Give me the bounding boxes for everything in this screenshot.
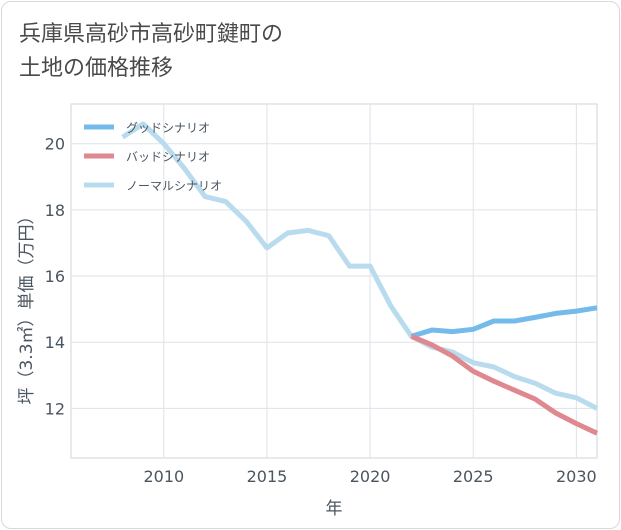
legend-label: ノーマルシナリオ [126,179,222,193]
title-line-2: 土地の価格推移 [19,56,174,81]
legend-item: バッドシナリオ [84,150,210,164]
legend-label: バッドシナリオ [126,150,210,164]
plot-area [70,103,598,459]
x-tick-label: 2020 [350,467,391,486]
y-tick-label: 12 [45,399,65,418]
x-axis-title: 年 [326,499,343,519]
series-line-0 [410,305,598,339]
legend-item: グッドシナリオ [84,121,210,135]
tick-labels: 2010 2015 2020 2025 2030 12 14 16 18 20 [45,135,597,486]
series-line-2 [121,121,599,411]
x-tick-label: 2010 [143,467,184,486]
legend-item: ノーマルシナリオ [84,179,222,193]
y-tick-label: 20 [45,135,65,154]
x-tick-label: 2015 [247,467,288,486]
series-lines [121,121,599,436]
y-axis-title: 坪（3.3㎡）単価（万円） [17,207,37,404]
legend-label: グッドシナリオ [126,121,210,135]
y-tick-label: 18 [45,201,65,220]
y-tick-label: 14 [45,333,65,352]
y-tick-label: 16 [45,267,65,286]
x-tick-label: 2025 [453,467,494,486]
x-tick-label: 2030 [556,467,597,486]
title-line-1: 兵庫県高砂市高砂町鍵町の [19,22,284,47]
grid-lines [71,104,597,458]
chart-title: 兵庫県高砂市高砂町鍵町の 土地の価格推移 [19,18,283,86]
series-line-1 [410,333,599,436]
